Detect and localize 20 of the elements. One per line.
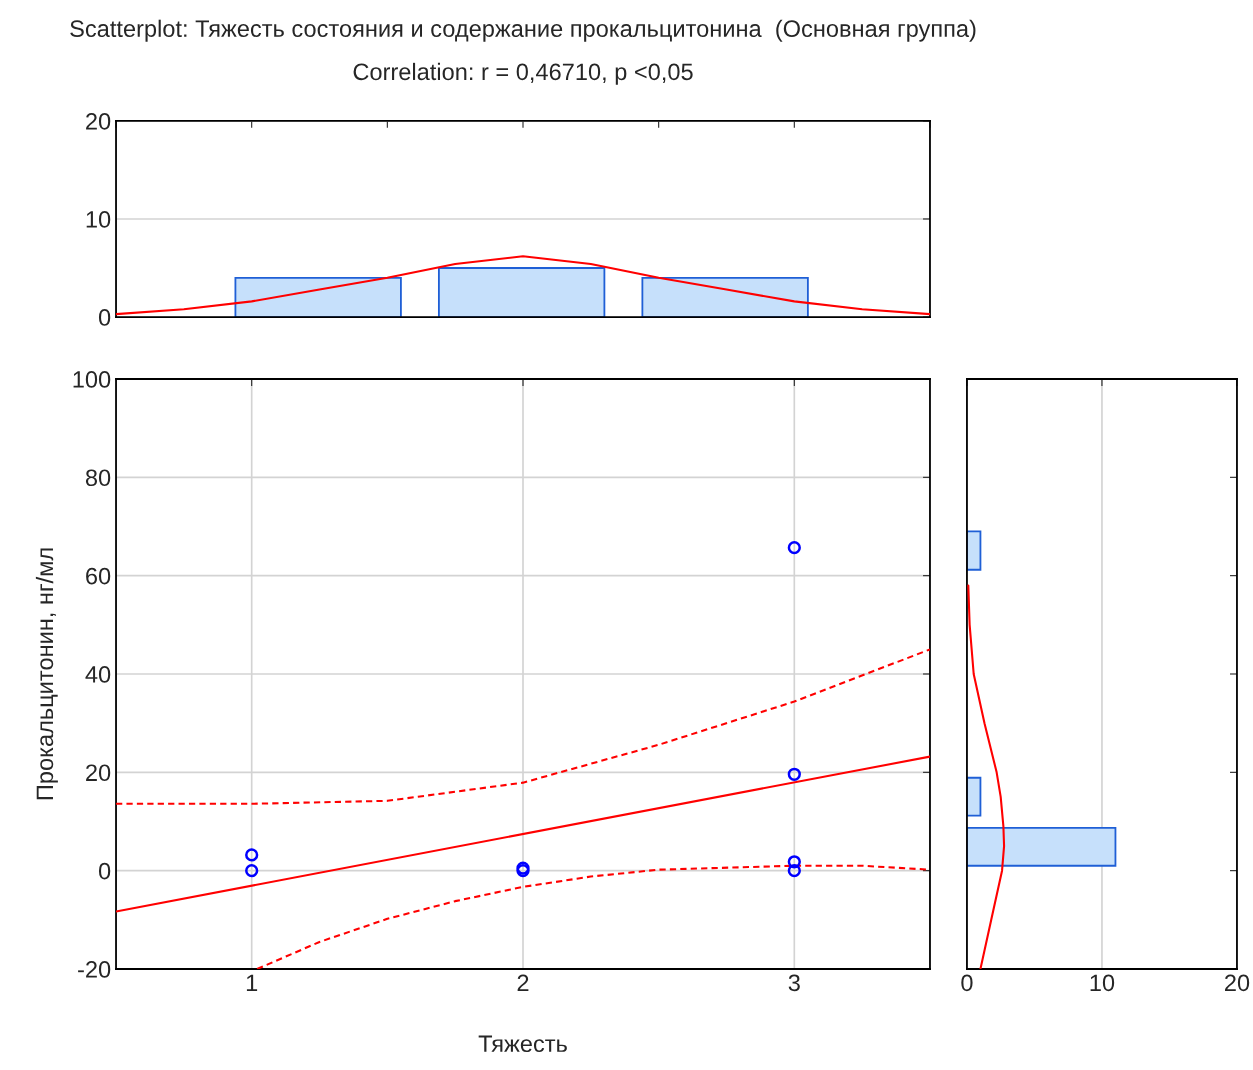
x-tick-label: 2 [517, 974, 529, 991]
y-tick-label: 10 [86, 211, 111, 228]
y-tick-label: 40 [85, 666, 111, 683]
chart-subtitle: Correlation: r = 0,46710, p <0,05 [353, 62, 693, 85]
y-tick-label: 100 [73, 371, 111, 388]
x-tick-label: 20 [1225, 974, 1250, 992]
y-tick-label: 80 [85, 469, 111, 487]
x-tick-label: 3 [788, 974, 800, 992]
y-tick-label: 60 [86, 567, 111, 585]
y-axis-title: Прокальцитонин, нг/мл [35, 548, 58, 800]
y-tick-label: 20 [86, 112, 111, 130]
y-tick-label: 0 [98, 309, 111, 326]
x-tick-label: 10 [1090, 974, 1115, 992]
y-tick-label: -20 [78, 961, 111, 978]
chart-title: Scatterplot: Тяжесть состояния и содержание прокальцитонина (Основная группа) [70, 19, 976, 42]
x-axis-title: Тяжесть [478, 1035, 567, 1053]
y-tick-label: 20 [86, 764, 111, 782]
x-tick-label: 1 [246, 974, 258, 991]
x-tick-label: 0 [961, 974, 973, 992]
y-tick-label: 0 [98, 862, 111, 880]
